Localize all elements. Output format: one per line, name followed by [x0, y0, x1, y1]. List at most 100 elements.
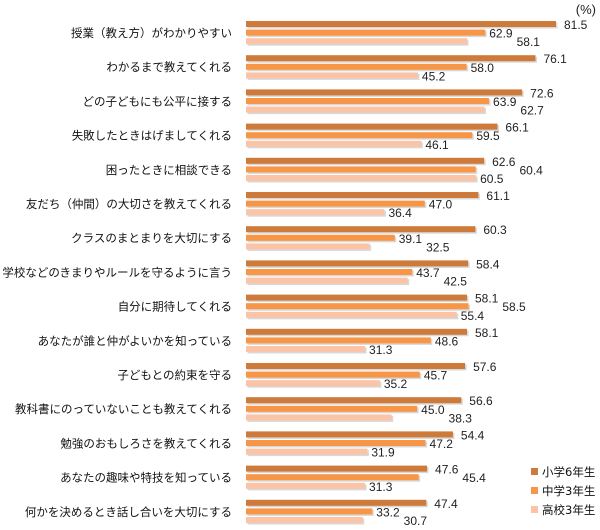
bar-1 [246, 260, 469, 267]
data-label: 58.4 [476, 257, 500, 271]
bar-2 [246, 405, 418, 412]
bar-1 [246, 363, 466, 369]
bar-1 [246, 123, 498, 130]
data-label: 42.5 [444, 275, 468, 289]
legend-swatch [531, 487, 538, 494]
data-label: 45.2 [422, 69, 446, 83]
bar-1 [246, 226, 476, 233]
data-label: 31.9 [371, 446, 395, 460]
data-label: 31.3 [369, 343, 393, 357]
data-label: 48.6 [435, 334, 459, 348]
bar-3 [246, 243, 370, 250]
bar-2 [246, 269, 413, 275]
data-label: 33.2 [376, 505, 400, 519]
bar-2 [246, 132, 473, 139]
category-label: 友だち（仲間）の大切さを教えてくれる [26, 197, 232, 211]
bar-2 [246, 440, 426, 446]
category-label: 学校などのきまりやルールを守るように言う [2, 265, 232, 279]
data-label: 72.6 [530, 86, 554, 100]
data-label: 36.4 [388, 206, 412, 220]
legend-swatch [531, 506, 538, 513]
bar-2 [246, 474, 419, 481]
data-label: 58.1 [475, 326, 499, 340]
bar-3 [246, 277, 408, 284]
bar-3 [246, 72, 418, 79]
bar-2 [246, 166, 476, 173]
data-label: 45.7 [424, 369, 448, 383]
bar-1 [246, 499, 427, 506]
bar-3 [246, 38, 467, 45]
bar-2 [246, 371, 420, 378]
bar-2 [246, 234, 395, 241]
data-label: 31.3 [369, 480, 393, 494]
category-label: どの子どもにも公平に接する [83, 94, 233, 108]
data-label: 58.5 [502, 300, 526, 314]
data-label: 47.6 [435, 463, 459, 477]
data-label: 62.9 [489, 27, 513, 41]
data-label: 81.5 [564, 18, 588, 32]
bar-3 [246, 380, 380, 387]
data-label: 62.7 [520, 104, 544, 118]
data-label: 46.1 [425, 138, 449, 152]
category-label: あなたが誰と仲がよいかを知っている [38, 334, 232, 348]
bar-1 [246, 192, 479, 198]
category-label: 自分に期待してくれる [118, 300, 232, 314]
bar-2 [246, 29, 486, 36]
category-label: 教科書にのっていないことも教えてくれる [15, 402, 232, 416]
bar-3 [246, 311, 457, 318]
bar-2 [246, 98, 490, 104]
data-label: 30.7 [404, 514, 428, 528]
bar-1 [246, 465, 428, 472]
legend-label: 小学6年生 [542, 465, 595, 479]
category-label: クラスのまとまりを大切にする [71, 231, 232, 245]
data-label: 54.4 [461, 428, 485, 442]
data-label: 56.6 [469, 394, 493, 408]
data-label: 47.0 [429, 198, 453, 212]
data-label: 47.4 [434, 497, 458, 511]
bar-2 [246, 63, 467, 70]
data-label: 76.1 [543, 52, 567, 66]
category-label: あなたの趣味や特技を知っている [60, 471, 232, 485]
category-label: 困ったときに相談できる [106, 163, 232, 177]
data-label: 58.1 [517, 35, 541, 49]
data-label: 47.2 [430, 437, 454, 451]
data-label: 32.5 [426, 240, 450, 254]
data-label: 38.3 [449, 411, 473, 425]
bar-3 [246, 482, 366, 489]
data-label: 58.0 [471, 61, 495, 75]
category-label: 失敗したときはげましてくれる [72, 129, 232, 143]
legend-swatch [531, 468, 538, 475]
bar-1 [246, 431, 453, 438]
bar-3 [246, 209, 385, 216]
bar-2 [246, 337, 431, 344]
bar-3 [246, 517, 363, 523]
data-label: 39.1 [399, 232, 423, 246]
data-label: 45.0 [421, 403, 445, 417]
bar-3 [246, 346, 366, 352]
data-label: 60.4 [519, 163, 543, 177]
bar-1 [246, 21, 556, 27]
data-label: 55.4 [461, 309, 485, 323]
bar-1 [246, 55, 536, 62]
bar-2 [246, 200, 425, 207]
bar-3 [246, 140, 422, 147]
category-label: 何かを決めるとき話し合いを大切にする [25, 505, 232, 519]
category-label: わかるまで教えてくれる [106, 60, 232, 74]
data-label: 35.2 [384, 377, 408, 391]
data-label: 62.6 [492, 155, 516, 169]
data-label: 60.3 [483, 223, 507, 237]
bar-1 [246, 157, 485, 164]
legend-label: 高校3年生 [542, 503, 595, 517]
data-label: 57.6 [473, 360, 497, 374]
data-label: 43.7 [416, 266, 440, 280]
data-label: 59.5 [476, 129, 500, 143]
bar-2 [246, 508, 373, 515]
bar-1 [246, 89, 523, 96]
bar-3 [246, 175, 477, 181]
data-label: 63.9 [493, 95, 517, 109]
bar-1 [246, 328, 467, 335]
bar-3 [246, 106, 485, 113]
bar-1 [246, 294, 467, 301]
bar-2 [246, 303, 469, 310]
